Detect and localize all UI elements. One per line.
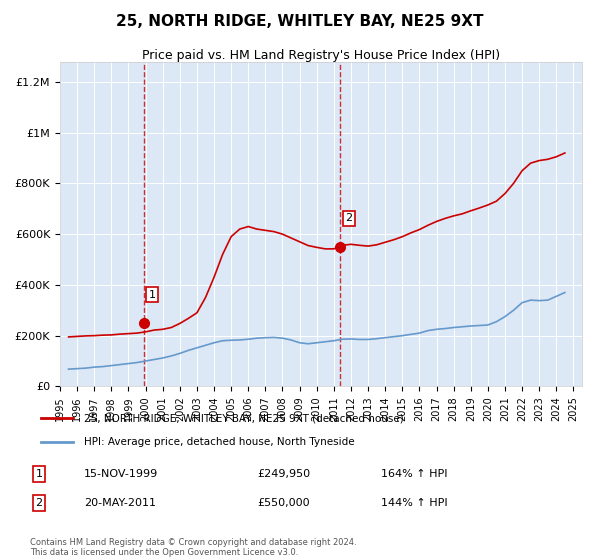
Text: 1: 1 [35,469,43,479]
Text: 144% ↑ HPI: 144% ↑ HPI [381,498,448,508]
Text: 15-NOV-1999: 15-NOV-1999 [84,469,158,479]
Text: 25, NORTH RIDGE, WHITLEY BAY, NE25 9XT: 25, NORTH RIDGE, WHITLEY BAY, NE25 9XT [116,14,484,29]
Text: 20-MAY-2011: 20-MAY-2011 [84,498,156,508]
Text: HPI: Average price, detached house, North Tyneside: HPI: Average price, detached house, Nort… [84,436,355,446]
Text: 1: 1 [149,290,155,300]
Text: 2: 2 [346,213,353,223]
Text: £249,950: £249,950 [257,469,310,479]
Text: Contains HM Land Registry data © Crown copyright and database right 2024.
This d: Contains HM Land Registry data © Crown c… [30,538,356,557]
Text: 164% ↑ HPI: 164% ↑ HPI [381,469,448,479]
Text: £550,000: £550,000 [257,498,310,508]
Text: 25, NORTH RIDGE, WHITLEY BAY, NE25 9XT (detached house): 25, NORTH RIDGE, WHITLEY BAY, NE25 9XT (… [84,413,404,423]
Text: 2: 2 [35,498,43,508]
Title: Price paid vs. HM Land Registry's House Price Index (HPI): Price paid vs. HM Land Registry's House … [142,49,500,62]
